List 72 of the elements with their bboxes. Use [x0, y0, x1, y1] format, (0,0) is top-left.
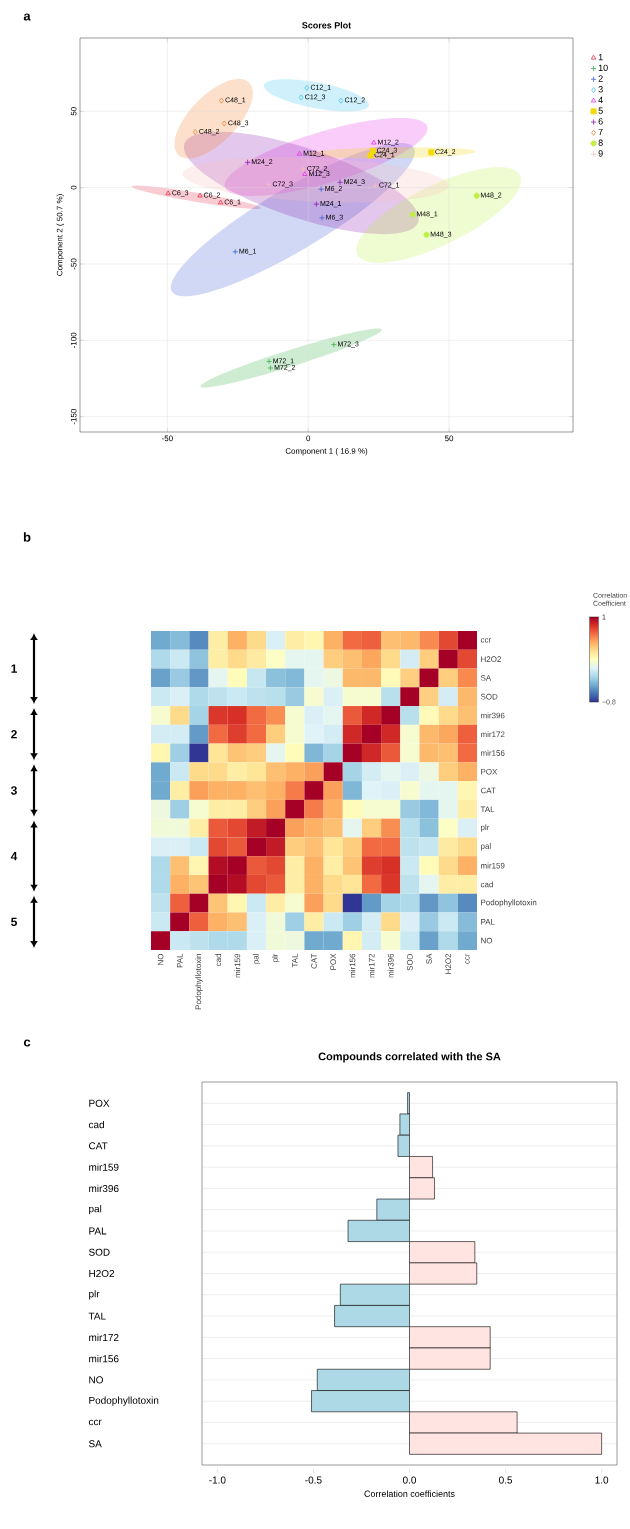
x-tick-label: -0.5: [305, 1476, 322, 1484]
point: [244, 159, 251, 166]
point: [473, 192, 480, 199]
point: [221, 120, 227, 127]
point: [266, 358, 273, 365]
legend-label: 5: [598, 107, 603, 114]
point: [304, 84, 310, 91]
point: [367, 152, 374, 159]
text: 1: [11, 664, 17, 673]
y-tick-label: mir172: [89, 1333, 119, 1341]
legend-label: 7: [598, 128, 603, 136]
y-tick-label: mir159: [89, 1163, 119, 1171]
legend-label: 2: [598, 75, 603, 82]
text: 4: [10, 852, 18, 861]
y-tick-label: NO: [89, 1376, 103, 1384]
legend-label: 9: [598, 150, 603, 157]
legend-label: 10: [598, 64, 608, 71]
y-tick-label: mir396: [89, 1184, 119, 1193]
chart-title: Scores Plot: [302, 21, 352, 29]
y-tick-label: CAT: [89, 1142, 108, 1150]
point: [192, 129, 198, 136]
legend-label: 3: [598, 86, 603, 93]
point: [296, 150, 303, 156]
point: [319, 214, 325, 221]
text: c: [23, 1039, 31, 1047]
text: b: [23, 532, 31, 542]
y-tick-label: plr: [89, 1290, 100, 1300]
y-tick-label: SOD: [88, 1248, 110, 1256]
point: [300, 166, 307, 173]
point: [330, 341, 337, 348]
y-tick-label: cad: [88, 1120, 104, 1129]
point: [371, 139, 377, 145]
y-tick-label: pal: [89, 1205, 102, 1215]
legend-label: 4: [598, 96, 603, 104]
text: 5: [11, 917, 17, 927]
point: [232, 248, 239, 255]
x-axis-title: Correlation coefficients: [364, 1490, 455, 1497]
point: [428, 149, 435, 156]
chart-title: Compounds correlated with the SA: [318, 1052, 501, 1063]
legend-label: 6: [598, 118, 603, 125]
point: [165, 190, 171, 196]
point: [337, 179, 344, 186]
y-tick-label: Podophyllotoxin: [89, 1396, 159, 1406]
y-tick-label: POX: [89, 1099, 110, 1107]
point: [318, 186, 325, 193]
y-tick-label: SA: [88, 1440, 102, 1448]
point: [313, 201, 320, 208]
y-tick-label: ccr: [88, 1419, 102, 1426]
x-tick-label: 0.0: [402, 1476, 417, 1484]
point: [219, 97, 224, 104]
y-tick-label: PAL: [89, 1227, 107, 1235]
legend-label: 8: [598, 139, 603, 146]
point: [298, 94, 304, 101]
y-tick-label: mir156: [89, 1354, 119, 1363]
y-tick-label: H2O2: [89, 1269, 115, 1278]
text: 2: [11, 730, 17, 739]
point: [409, 211, 416, 218]
x-tick-label: 0.5: [499, 1476, 513, 1484]
text: a: [23, 13, 31, 21]
point: [302, 171, 308, 176]
point: [338, 97, 344, 104]
x-tick-label: -1.0: [209, 1476, 226, 1484]
point: [197, 192, 203, 198]
point: [217, 199, 224, 205]
x-tick-label: 1.0: [595, 1476, 609, 1484]
y-tick-label: TAL: [88, 1312, 106, 1320]
point: [372, 182, 379, 189]
point: [265, 181, 272, 188]
point: [423, 231, 430, 238]
text: 3: [10, 786, 17, 795]
point: [267, 365, 274, 371]
legend-label: 1: [598, 53, 603, 61]
